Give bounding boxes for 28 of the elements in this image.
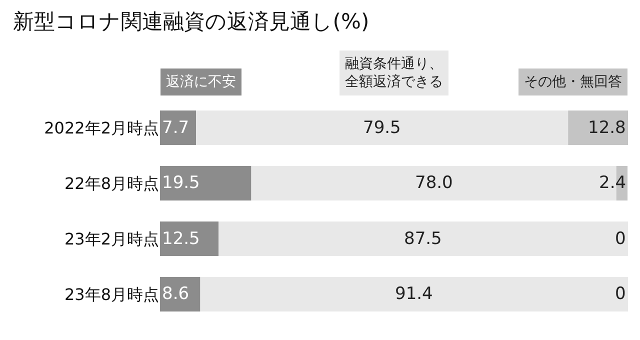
data-label: 0 xyxy=(615,229,626,249)
data-label: 8.6 xyxy=(162,284,190,304)
data-label: 0 xyxy=(615,284,626,304)
bar xyxy=(160,277,200,312)
data-label: 78.0 xyxy=(415,173,453,193)
data-label: 2.4 xyxy=(599,173,626,193)
data-label: 91.4 xyxy=(395,284,433,304)
y-tick-label: 23年8月時点 xyxy=(64,284,159,304)
data-label: 12.5 xyxy=(162,229,200,249)
bar xyxy=(160,222,218,256)
series-label: 融資条件通り、全額返済できる xyxy=(345,56,443,90)
bar xyxy=(160,110,196,145)
series-label: その他・無回答 xyxy=(524,74,622,90)
series-label: 返済に不安 xyxy=(166,74,236,90)
data-label: 87.5 xyxy=(404,229,442,249)
chart-title: 新型コロナ関連融資の返済見通し(%) xyxy=(12,9,370,34)
bar xyxy=(568,110,628,145)
y-tick-label: 22年8月時点 xyxy=(64,174,159,193)
bar xyxy=(160,166,252,200)
data-label: 79.5 xyxy=(363,118,401,138)
data-label: 12.8 xyxy=(588,118,626,138)
bar xyxy=(218,222,628,256)
y-tick-label: 23年2月時点 xyxy=(64,229,159,248)
bar xyxy=(200,277,628,312)
data-label: 7.7 xyxy=(162,118,190,138)
y-tick-label: 2022年2月時点 xyxy=(44,118,159,138)
data-label: 19.5 xyxy=(162,173,200,193)
bar xyxy=(196,110,568,145)
